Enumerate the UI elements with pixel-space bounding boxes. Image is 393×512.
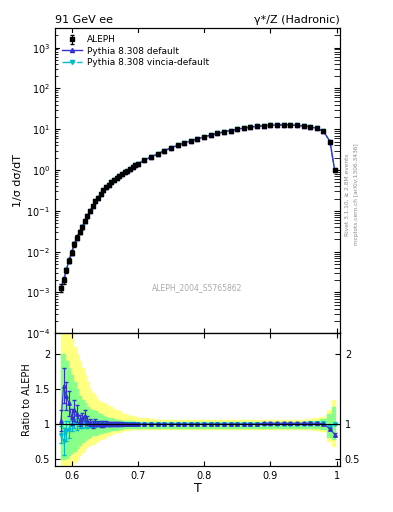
Pythia 8.308 default xyxy=(98,191,103,197)
Line: Pythia 8.308 vincia-default: Pythia 8.308 vincia-default xyxy=(59,123,337,290)
Pythia 8.308 vincia-default xyxy=(189,138,193,144)
Text: ALEPH_2004_S5765862: ALEPH_2004_S5765862 xyxy=(152,283,242,292)
Pythia 8.308 default xyxy=(85,213,90,219)
Pythia 8.308 default xyxy=(59,285,63,291)
X-axis label: T: T xyxy=(194,482,201,495)
Pythia 8.308 vincia-default xyxy=(85,213,90,219)
Pythia 8.308 vincia-default xyxy=(98,191,103,197)
Text: 91 GeV ee: 91 GeV ee xyxy=(55,15,113,25)
Text: Rivet 3.1.10, ≥ 2.8M events: Rivet 3.1.10, ≥ 2.8M events xyxy=(345,153,350,236)
Pythia 8.308 default xyxy=(332,167,337,173)
Y-axis label: Ratio to ALEPH: Ratio to ALEPH xyxy=(22,363,32,436)
Line: Pythia 8.308 default: Pythia 8.308 default xyxy=(59,123,337,290)
Pythia 8.308 vincia-default xyxy=(104,184,108,190)
Pythia 8.308 default xyxy=(112,177,116,183)
Y-axis label: 1/σ dσ/dT: 1/σ dσ/dT xyxy=(13,154,23,207)
Pythia 8.308 vincia-default xyxy=(109,179,114,185)
Pythia 8.308 vincia-default xyxy=(59,285,63,291)
Pythia 8.308 default xyxy=(104,184,108,190)
Pythia 8.308 vincia-default xyxy=(281,122,286,128)
Legend: ALEPH, Pythia 8.308 default, Pythia 8.308 vincia-default: ALEPH, Pythia 8.308 default, Pythia 8.30… xyxy=(59,33,211,70)
Pythia 8.308 vincia-default xyxy=(112,177,116,183)
Pythia 8.308 default xyxy=(109,179,114,185)
Text: γ*/Z (Hadronic): γ*/Z (Hadronic) xyxy=(254,15,340,25)
Pythia 8.308 default xyxy=(189,138,193,144)
Pythia 8.308 default xyxy=(281,122,286,128)
Pythia 8.308 vincia-default xyxy=(332,167,337,173)
Text: mcplots.cern.ch [arXiv:1306.3436]: mcplots.cern.ch [arXiv:1306.3436] xyxy=(354,144,359,245)
